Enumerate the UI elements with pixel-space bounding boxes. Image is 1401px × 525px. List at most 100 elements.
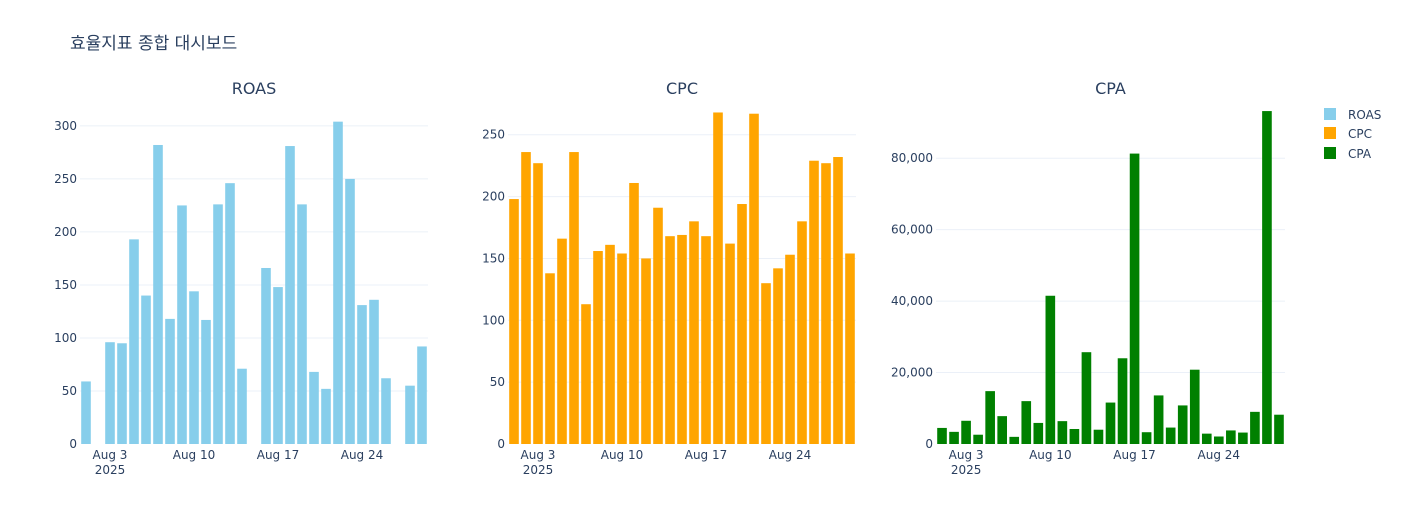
cpa-bar[interactable] [997, 416, 1008, 444]
cpc-bar[interactable] [533, 163, 543, 444]
roas-bar[interactable] [333, 121, 343, 445]
cpc-bar[interactable] [605, 244, 615, 444]
roas-bar[interactable] [285, 146, 295, 445]
cpc-bar[interactable] [821, 163, 831, 444]
roas-bar[interactable] [237, 368, 247, 444]
cpa-bar[interactable] [1250, 411, 1260, 444]
cpc-bar[interactable] [629, 182, 639, 445]
cpa-y-tick-label: 80,000 [891, 151, 933, 165]
legend-swatch-cpa [1324, 147, 1336, 159]
cpa-bar[interactable] [1165, 427, 1176, 444]
roas-bar[interactable] [381, 378, 391, 444]
roas-bar[interactable] [165, 318, 175, 444]
roas-bar[interactable] [213, 204, 223, 444]
cpa-bar[interactable] [1177, 405, 1188, 444]
cpc-bar[interactable] [641, 258, 651, 444]
roas-bar[interactable] [153, 144, 163, 444]
cpc-bar[interactable] [653, 207, 663, 444]
cpa-bar[interactable] [1057, 421, 1068, 444]
cpc-x-tick-label: Aug 10 [601, 448, 644, 462]
roas-bar[interactable] [345, 178, 355, 444]
roas-bar[interactable] [177, 205, 187, 444]
cpc-bar[interactable] [845, 253, 855, 444]
legend[interactable]: ROAS CPC CPA [1324, 108, 1381, 161]
cpc-bar[interactable] [593, 251, 603, 444]
roas-bar[interactable] [369, 299, 379, 444]
cpc-bar[interactable] [785, 254, 795, 444]
cpa-bar[interactable] [1009, 436, 1020, 444]
cpa-bar[interactable] [1045, 295, 1056, 444]
cpa-bar[interactable] [1105, 402, 1116, 444]
cpa-bar[interactable] [1033, 422, 1044, 444]
cpa-bar[interactable] [1262, 111, 1272, 444]
roas-bar[interactable] [321, 388, 331, 444]
cpc-bar[interactable] [725, 243, 735, 444]
legend-item-cpa[interactable]: CPA [1324, 147, 1372, 161]
legend-swatch-roas [1324, 108, 1336, 120]
cpa-bar[interactable] [1201, 433, 1212, 444]
cpa-bar[interactable] [985, 391, 995, 444]
legend-item-roas[interactable]: ROAS [1324, 108, 1381, 122]
cpc-bar[interactable] [521, 152, 531, 444]
cpc-bar[interactable] [749, 113, 759, 444]
cpa-bar[interactable] [1129, 153, 1140, 444]
cpa-bar[interactable] [1274, 414, 1284, 444]
cpc-y-tick-label: 250 [482, 128, 505, 142]
cpc-bar[interactable] [689, 221, 699, 444]
roas-bar[interactable] [261, 267, 271, 444]
cpc-bar[interactable] [713, 112, 723, 445]
cpc-bar[interactable] [761, 283, 771, 444]
legend-item-cpc[interactable]: CPC [1324, 127, 1372, 141]
cpc-bar[interactable] [773, 268, 783, 444]
cpc-bar[interactable] [557, 238, 567, 444]
roas-bar[interactable] [129, 239, 139, 444]
cpc-bar[interactable] [581, 304, 591, 444]
cpc-bar[interactable] [809, 160, 819, 445]
cpc-bar[interactable] [569, 152, 579, 444]
roas-bar[interactable] [417, 346, 427, 444]
roas-bar[interactable] [357, 305, 367, 444]
cpa-bar[interactable] [1238, 432, 1248, 444]
roas-bar[interactable] [105, 342, 115, 444]
cpa-bar[interactable] [1141, 432, 1152, 444]
roas-y-tick-label: 200 [54, 225, 77, 239]
cpc-bar[interactable] [701, 236, 711, 444]
cpa-bar[interactable] [961, 420, 971, 444]
cpc-x-tick-label: Aug 3 [521, 448, 556, 462]
cpc-bar[interactable] [737, 204, 747, 444]
roas-bar[interactable] [117, 343, 127, 444]
roas-bar[interactable] [189, 291, 199, 444]
roas-y-tick-label: 300 [54, 119, 77, 133]
roas-bar[interactable] [405, 385, 415, 444]
cpa-bar[interactable] [973, 434, 983, 444]
cpc-bar[interactable] [797, 221, 807, 444]
cpa-bar[interactable] [1213, 436, 1224, 444]
cpc-bar[interactable] [545, 273, 555, 444]
cpa-bar[interactable] [1081, 352, 1092, 444]
cpc-x-tick-year: 2025 [523, 463, 554, 477]
cpa-bar[interactable] [1021, 401, 1032, 444]
cpa-bar[interactable] [1226, 430, 1236, 444]
roas-bar[interactable] [225, 183, 235, 444]
cpc-bar[interactable] [833, 157, 843, 445]
roas-y-tick-label: 150 [54, 278, 77, 292]
roas-bar[interactable] [297, 204, 307, 444]
cpc-bar[interactable] [617, 253, 627, 444]
cpa-bar[interactable] [1153, 395, 1164, 444]
cpa-bar[interactable] [1093, 429, 1104, 444]
cpc-bar[interactable] [665, 236, 675, 444]
roas-bar[interactable] [273, 287, 283, 444]
roas-y-tick-label: 50 [62, 384, 77, 398]
cpa-bar[interactable] [1189, 369, 1200, 444]
cpa-bar[interactable] [1117, 358, 1128, 444]
cpa-bar[interactable] [949, 431, 959, 444]
roas-bar[interactable] [141, 295, 151, 444]
cpa-bar[interactable] [937, 427, 947, 444]
roas-bar[interactable] [309, 371, 319, 444]
cpc-bar[interactable] [677, 234, 687, 444]
roas-bar[interactable] [201, 319, 211, 444]
cpc-bar[interactable] [509, 199, 519, 444]
cpa-bar[interactable] [1069, 428, 1080, 444]
roas-bar[interactable] [81, 381, 91, 444]
